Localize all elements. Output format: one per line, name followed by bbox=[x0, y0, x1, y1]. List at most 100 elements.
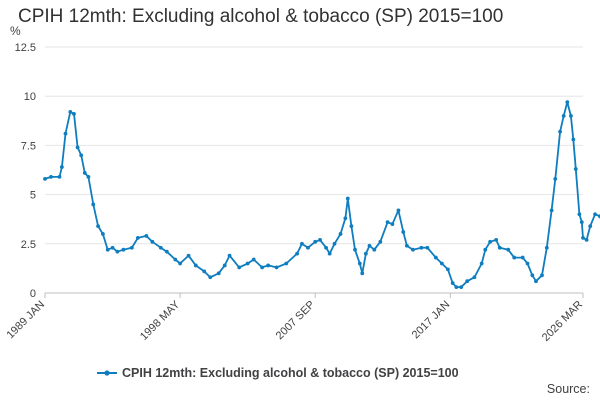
data-point bbox=[372, 247, 377, 252]
data-point bbox=[459, 285, 464, 289]
x-tick-label: 2026 MAR bbox=[540, 299, 585, 344]
data-point bbox=[332, 241, 337, 246]
grid-lines bbox=[45, 46, 583, 245]
x-axis: 1989 JAN 1998 MAY 2007 SEP 2017 JAN 2026 MAR bbox=[4, 292, 585, 344]
data-point bbox=[497, 245, 502, 250]
data-point bbox=[318, 237, 322, 242]
y-tick-label: 12.5 bbox=[15, 42, 36, 54]
data-point bbox=[284, 261, 289, 266]
data-point bbox=[295, 251, 300, 256]
data-point bbox=[96, 224, 100, 228]
series-line-cpih[interactable] bbox=[43, 100, 600, 289]
data-point bbox=[425, 245, 430, 250]
data-point bbox=[343, 216, 348, 221]
data-point bbox=[202, 269, 207, 274]
data-point bbox=[530, 273, 535, 278]
data-point bbox=[57, 174, 62, 179]
data-point bbox=[101, 232, 105, 236]
data-point bbox=[186, 253, 191, 258]
y-axis-unit: % bbox=[10, 24, 21, 38]
data-point bbox=[345, 196, 350, 201]
legend-label: CPIH 12mth: Excluding alcohol & tobacco … bbox=[122, 366, 459, 380]
data-point bbox=[401, 230, 406, 234]
y-tick-label: 0 bbox=[30, 288, 36, 300]
data-point bbox=[300, 241, 304, 246]
data-point bbox=[597, 214, 600, 219]
x-tick-label: 1989 JAN bbox=[4, 299, 47, 342]
data-point bbox=[390, 222, 395, 227]
data-point bbox=[227, 253, 232, 258]
data-point bbox=[363, 251, 368, 256]
data-point bbox=[411, 247, 415, 252]
data-point bbox=[483, 247, 488, 252]
data-point bbox=[565, 100, 570, 105]
chart-title: CPIH 12mth: Excluding alcohol & tobacco … bbox=[18, 6, 504, 27]
data-point bbox=[135, 235, 140, 240]
data-point bbox=[558, 129, 562, 134]
data-point bbox=[324, 245, 328, 250]
data-point bbox=[216, 271, 221, 276]
data-point bbox=[72, 112, 76, 116]
data-point bbox=[105, 247, 110, 252]
data-point bbox=[544, 245, 549, 250]
data-point bbox=[164, 249, 169, 254]
data-point bbox=[274, 265, 279, 270]
data-point bbox=[579, 220, 584, 225]
data-point bbox=[561, 113, 566, 118]
data-point bbox=[49, 174, 53, 179]
data-point bbox=[353, 247, 357, 252]
y-axis-ticks: 0 2.5 5 7.5 10 12.5 bbox=[15, 42, 36, 300]
data-point bbox=[549, 208, 554, 213]
data-point bbox=[404, 243, 409, 248]
data-point bbox=[237, 265, 242, 270]
data-point bbox=[439, 261, 444, 266]
data-point bbox=[110, 245, 115, 250]
data-point bbox=[129, 245, 134, 250]
data-point bbox=[360, 271, 365, 276]
data-point bbox=[445, 267, 450, 272]
data-point bbox=[472, 275, 477, 280]
data-point bbox=[144, 234, 149, 238]
data-point bbox=[385, 220, 390, 225]
data-point bbox=[63, 131, 68, 136]
x-tick-label: 1998 MAY bbox=[138, 298, 183, 343]
y-tick-label: 2.5 bbox=[21, 239, 36, 251]
data-point bbox=[86, 174, 91, 179]
data-point bbox=[569, 113, 573, 118]
x-tick-label: 2017 JAN bbox=[410, 299, 453, 342]
data-point bbox=[593, 212, 597, 217]
data-point bbox=[327, 251, 332, 256]
data-point bbox=[584, 237, 589, 242]
data-point bbox=[178, 261, 183, 266]
data-point bbox=[251, 257, 256, 262]
data-point bbox=[488, 239, 493, 244]
data-point bbox=[553, 176, 558, 181]
data-point bbox=[260, 265, 265, 270]
data-point bbox=[115, 249, 120, 254]
data-point bbox=[68, 110, 73, 114]
data-point bbox=[540, 273, 544, 278]
y-tick-label: 5 bbox=[30, 190, 36, 202]
data-point bbox=[150, 239, 155, 244]
data-point bbox=[75, 145, 80, 150]
data-point bbox=[571, 137, 576, 142]
data-point bbox=[577, 212, 582, 217]
source-label[interactable]: Source: bbox=[546, 382, 590, 396]
data-point bbox=[465, 279, 470, 284]
data-point bbox=[266, 263, 271, 268]
data-point bbox=[245, 261, 250, 266]
data-point bbox=[479, 261, 484, 266]
legend[interactable]: CPIH 12mth: Excluding alcohol & tobacco … bbox=[97, 366, 459, 380]
data-point bbox=[158, 245, 163, 250]
data-point bbox=[433, 255, 438, 260]
data-point bbox=[588, 224, 593, 228]
data-point bbox=[454, 285, 459, 289]
data-point bbox=[338, 232, 343, 236]
data-point bbox=[378, 239, 383, 244]
data-point bbox=[520, 255, 525, 260]
data-point bbox=[573, 167, 578, 171]
data-point bbox=[506, 247, 511, 252]
data-point bbox=[82, 171, 87, 175]
data-point bbox=[79, 153, 84, 158]
